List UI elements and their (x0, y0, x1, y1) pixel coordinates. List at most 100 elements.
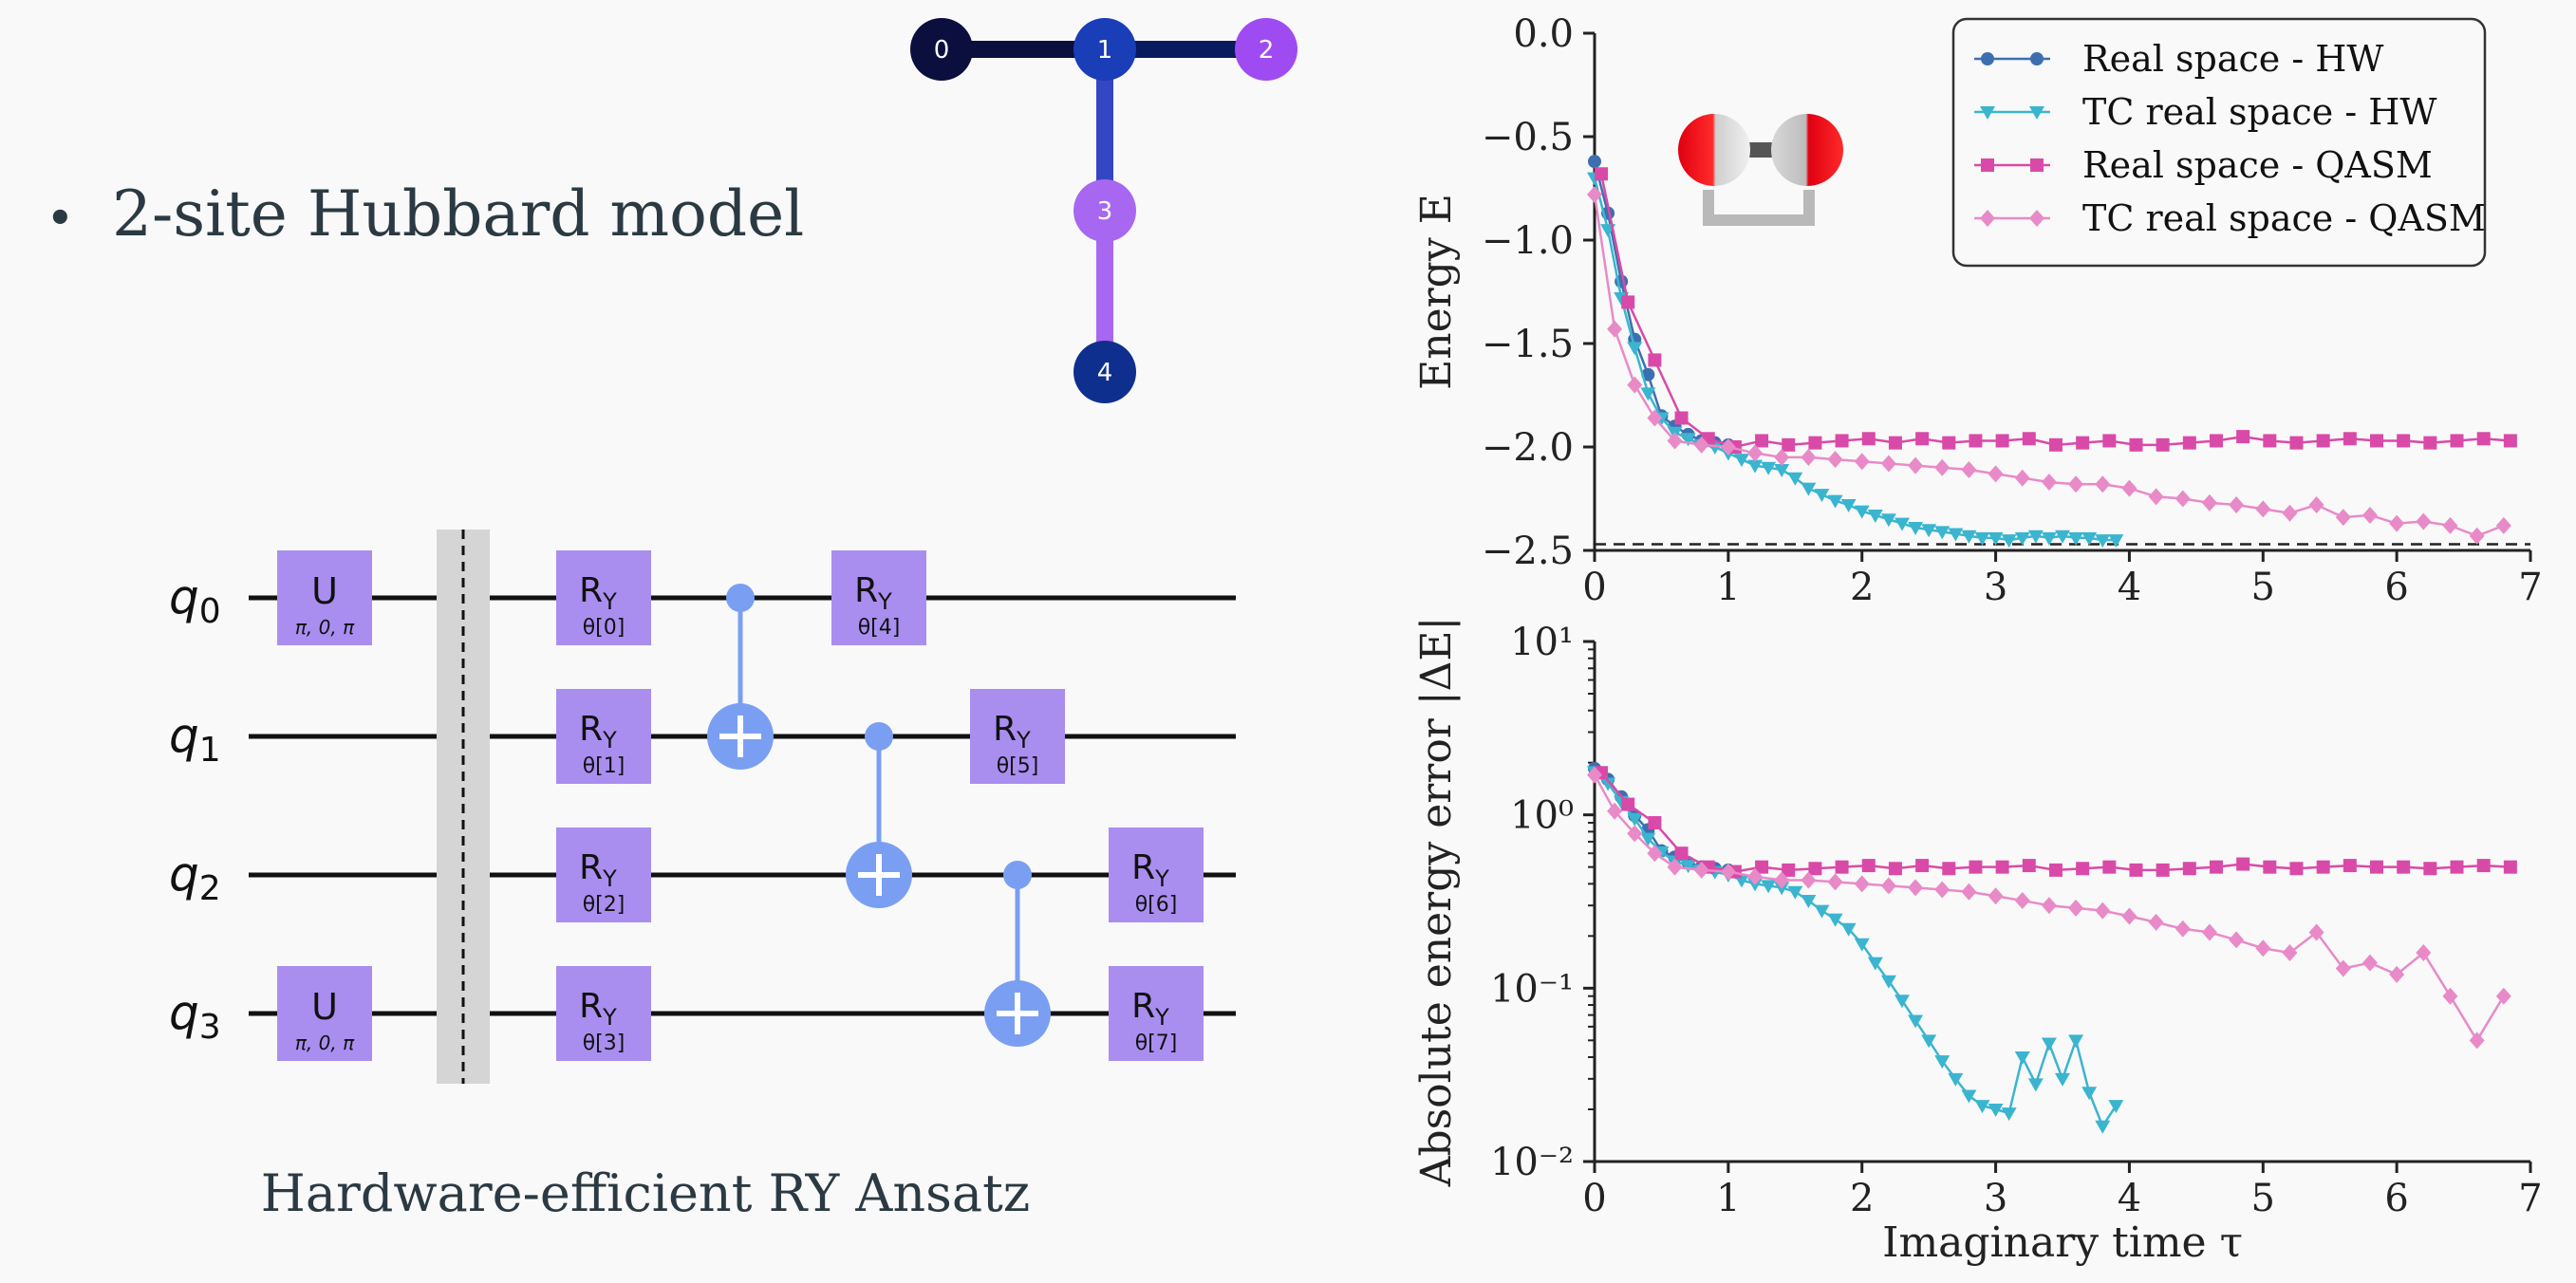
x-tick-label: 0 (1582, 566, 1606, 609)
data-point (1915, 859, 1930, 873)
data-point (1867, 509, 1883, 523)
data-point (1840, 922, 1857, 937)
data-point (2397, 434, 2411, 448)
data-point (2255, 500, 2271, 518)
data-point (2014, 531, 2030, 546)
y-tick-label: 10⁻² (1490, 1141, 1574, 1184)
data-point (1995, 860, 2009, 874)
legend-swatch-marker (1980, 210, 1995, 227)
data-point (1761, 880, 1777, 894)
x-tick-label: 6 (2384, 1177, 2408, 1220)
data-point (1782, 437, 1796, 452)
coupling-node-0 (910, 18, 973, 81)
data-point (1880, 455, 1896, 473)
data-point (1747, 867, 1764, 885)
ry-gate-param: θ[6] (1135, 893, 1178, 917)
data-point (1934, 458, 1951, 476)
y-tick-label: 10⁻¹ (1490, 967, 1574, 1011)
ry-gate-q1 (970, 689, 1065, 784)
data-point (2095, 902, 2111, 920)
data-point (1801, 482, 1817, 496)
data-point (2129, 863, 2143, 877)
legend-swatch-marker (1981, 158, 1994, 172)
data-point (1814, 904, 1830, 919)
ry-gate-param: θ[2] (583, 893, 625, 917)
data-point (2361, 954, 2378, 972)
series-tc-real-space-qasm (1587, 766, 2511, 1050)
ry-gate-param: θ[3] (583, 1032, 625, 1055)
data-point (1667, 432, 1683, 450)
legend-frame (1951, 17, 2487, 268)
data-point (1588, 155, 1601, 169)
ry-gate-label: RY (993, 710, 1031, 753)
data-point (1827, 451, 1843, 469)
x-tick-label: 3 (1984, 1177, 2007, 1220)
data-point (1600, 777, 1616, 791)
legend-entry-label: TC real space - QASM (2082, 197, 2486, 239)
data-point (2442, 987, 2458, 1005)
data-point (1867, 957, 1883, 971)
data-point (2423, 862, 2437, 876)
data-point (1587, 186, 1602, 204)
data-point (2102, 860, 2117, 874)
data-point (2503, 860, 2517, 874)
coupling-node-label: 1 (1097, 36, 1113, 65)
data-point (2001, 1107, 2017, 1122)
data-point (2121, 479, 2137, 497)
data-point (1880, 877, 1896, 895)
data-point (2229, 496, 2245, 514)
x-tick-label: 3 (1984, 566, 2007, 609)
data-point (2282, 944, 2298, 962)
ry-gate-label: RY (579, 571, 617, 615)
data-point (1827, 873, 1843, 891)
data-point (2068, 1034, 2084, 1049)
data-point (1720, 438, 1736, 456)
data-point (1915, 432, 1930, 446)
data-point (2076, 436, 2090, 450)
data-point (2289, 436, 2304, 450)
data-point (1747, 459, 1764, 474)
y-tick-label: −1.0 (1482, 219, 1574, 263)
qubit-index: 1 (199, 731, 221, 770)
data-point (2095, 1120, 2111, 1134)
ry-gate-q2 (556, 827, 651, 922)
data-point (1607, 802, 1623, 820)
data-point (1647, 409, 1663, 427)
ry-gate-label: RY (579, 710, 617, 753)
data-point (1880, 513, 1896, 528)
data-point (1974, 531, 1990, 546)
ry-gate-q1 (556, 689, 651, 784)
data-point (2182, 436, 2196, 450)
data-point (1894, 995, 1910, 1009)
qubit-label-2: q2 (169, 846, 221, 908)
data-point (1801, 895, 1817, 909)
data-point (2416, 944, 2432, 962)
data-point (2209, 434, 2223, 448)
data-point (1640, 387, 1656, 401)
data-point (1761, 461, 1777, 475)
data-point (2469, 1032, 2485, 1050)
data-point (1880, 975, 1896, 989)
data-point (1988, 1104, 2004, 1118)
data-point (1961, 883, 1977, 901)
data-point (1974, 1100, 1990, 1114)
data-point (1961, 530, 1977, 544)
x-tick-label: 4 (2118, 1177, 2141, 1220)
data-point (1801, 871, 1817, 889)
data-point (2289, 862, 2304, 876)
ry-gate-q3 (556, 966, 651, 1061)
molecule-icon (1678, 114, 1843, 226)
data-point (1908, 1014, 1924, 1029)
data-point (2041, 474, 2057, 492)
ry-gate-q3 (1109, 966, 1204, 1061)
qubit-index: 2 (199, 869, 221, 908)
energy-chart: 0.0 −0.5 −1.0 −1.5 −2.0 −2.50 1 2 3 4 5 6 7 Energy E (1412, 12, 2543, 609)
data-point (2068, 475, 2084, 493)
legend-entry-label: TC real space - HW (2082, 91, 2437, 133)
data-point (1814, 489, 1830, 503)
cnot-control (865, 722, 893, 751)
data-point (2156, 863, 2170, 877)
ry-gate-param: θ[7] (1135, 1032, 1178, 1055)
coupling-node-label: 0 (934, 36, 950, 65)
